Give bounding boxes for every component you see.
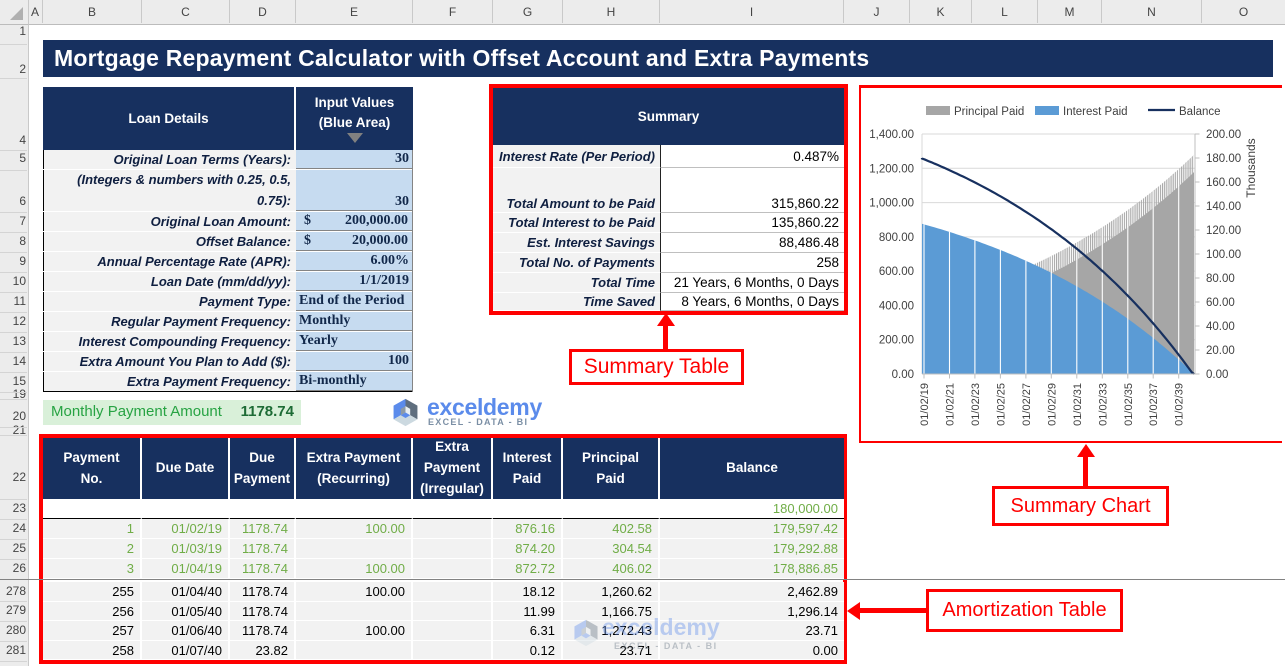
svg-text:400.00: 400.00 [879, 300, 914, 312]
svg-text:0.00: 0.00 [1206, 369, 1228, 381]
svg-text:01/02/25: 01/02/25 [995, 383, 1007, 426]
svg-text:Balance: Balance [1179, 106, 1221, 118]
svg-text:Thousands: Thousands [1244, 138, 1258, 197]
svg-text:800.00: 800.00 [879, 232, 914, 244]
svg-text:20.00: 20.00 [1206, 345, 1235, 357]
svg-text:01/02/35: 01/02/35 [1123, 383, 1135, 426]
svg-text:120.00: 120.00 [1206, 225, 1241, 237]
svg-text:180.00: 180.00 [1206, 153, 1241, 165]
svg-text:01/02/31: 01/02/31 [1072, 383, 1084, 426]
svg-text:01/02/23: 01/02/23 [970, 383, 982, 426]
svg-text:Principal Paid: Principal Paid [954, 106, 1024, 118]
svg-text:01/02/19: 01/02/19 [919, 383, 931, 426]
svg-text:01/02/27: 01/02/27 [1021, 383, 1033, 426]
svg-text:100.00: 100.00 [1206, 249, 1241, 261]
svg-text:0.00: 0.00 [892, 369, 914, 381]
svg-text:01/02/39: 01/02/39 [1174, 383, 1186, 426]
svg-text:600.00: 600.00 [879, 266, 914, 278]
svg-text:Interest Paid: Interest Paid [1063, 106, 1128, 118]
svg-text:200.00: 200.00 [1206, 129, 1241, 141]
svg-text:160.00: 160.00 [1206, 177, 1241, 189]
svg-text:200.00: 200.00 [879, 335, 914, 347]
svg-text:60.00: 60.00 [1206, 297, 1235, 309]
svg-text:1,400.00: 1,400.00 [869, 129, 914, 141]
svg-text:01/02/33: 01/02/33 [1097, 383, 1109, 426]
svg-text:01/02/29: 01/02/29 [1046, 383, 1058, 426]
svg-text:140.00: 140.00 [1206, 201, 1241, 213]
svg-text:01/02/37: 01/02/37 [1148, 383, 1160, 426]
svg-text:01/02/21: 01/02/21 [945, 383, 957, 426]
svg-text:1,000.00: 1,000.00 [869, 198, 914, 210]
svg-text:80.00: 80.00 [1206, 273, 1235, 285]
svg-text:1,200.00: 1,200.00 [869, 163, 914, 175]
svg-text:40.00: 40.00 [1206, 321, 1235, 333]
